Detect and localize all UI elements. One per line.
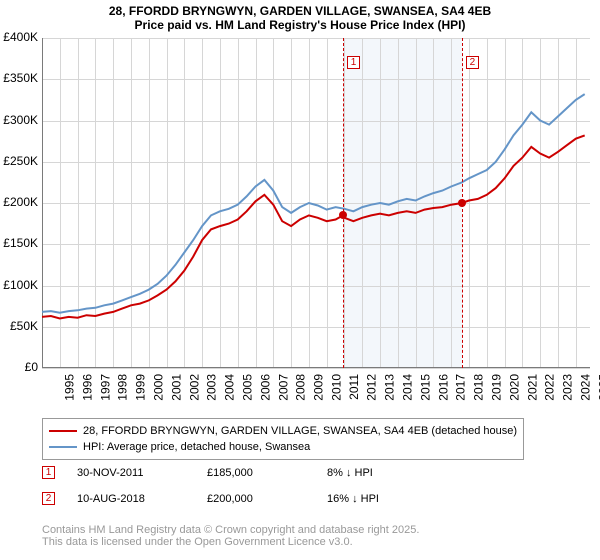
x-axis-label: 2008 xyxy=(294,374,308,401)
x-axis-label: 2020 xyxy=(508,374,522,401)
x-axis-label: 2023 xyxy=(561,374,575,401)
legend-item: 28, FFORDD BRYNGWYN, GARDEN VILLAGE, SWA… xyxy=(49,423,517,439)
sale-price: £200,000 xyxy=(207,493,327,505)
sale-row-marker-1: 1 xyxy=(42,466,55,479)
attribution-text: Contains HM Land Registry data © Crown c… xyxy=(42,524,419,548)
sale-diff: 8% ↓ HPI xyxy=(327,467,373,479)
y-axis-label: £400K xyxy=(0,30,38,44)
x-axis-label: 2016 xyxy=(436,374,450,401)
x-axis-label: 2019 xyxy=(490,374,504,401)
sale-marker-box-1: 1 xyxy=(347,56,360,69)
x-axis-label: 2010 xyxy=(330,374,344,401)
y-axis-label: £100K xyxy=(0,278,38,292)
y-axis-label: £250K xyxy=(0,154,38,168)
sale-marker-box-2: 2 xyxy=(466,56,479,69)
legend-item: HPI: Average price, detached house, Swan… xyxy=(49,439,517,455)
chart-svg xyxy=(42,38,590,368)
x-axis-label: 2003 xyxy=(205,374,219,401)
gridline-h xyxy=(42,368,590,369)
series-property_price xyxy=(42,135,585,318)
sale-date: 10-AUG-2018 xyxy=(77,493,207,505)
legend-swatch xyxy=(49,446,77,448)
attribution-line1: Contains HM Land Registry data © Crown c… xyxy=(42,524,419,536)
sale-row-1: 1 30-NOV-2011£185,0008% ↓ HPI xyxy=(42,466,373,479)
x-axis-label: 2002 xyxy=(187,374,201,401)
x-axis-label: 2024 xyxy=(579,374,593,401)
x-axis-label: 2012 xyxy=(365,374,379,401)
x-axis-label: 2001 xyxy=(169,374,183,401)
sale-diff: 16% ↓ HPI xyxy=(327,493,379,505)
y-axis-label: £300K xyxy=(0,113,38,127)
x-axis-label: 2018 xyxy=(472,374,486,401)
x-axis-label: 2021 xyxy=(525,374,539,401)
x-axis-label: 1995 xyxy=(63,374,77,401)
x-axis-label: 2022 xyxy=(543,374,557,401)
y-axis-label: £150K xyxy=(0,236,38,250)
legend-label: 28, FFORDD BRYNGWYN, GARDEN VILLAGE, SWA… xyxy=(83,425,517,437)
legend-swatch xyxy=(49,430,77,432)
chart-plot-area: £0£50K£100K£150K£200K£250K£300K£350K£400… xyxy=(42,38,590,368)
series-hpi xyxy=(42,94,585,313)
x-axis-label: 2005 xyxy=(241,374,255,401)
sale-vline-1 xyxy=(343,38,344,368)
legend-box: 28, FFORDD BRYNGWYN, GARDEN VILLAGE, SWA… xyxy=(42,418,524,460)
x-axis-label: 2007 xyxy=(276,374,290,401)
x-axis-label: 2014 xyxy=(401,374,415,401)
y-axis-label: £350K xyxy=(0,71,38,85)
x-axis-label: 1996 xyxy=(80,374,94,401)
x-axis-label: 1997 xyxy=(98,374,112,401)
sale-price: £185,000 xyxy=(207,467,327,479)
legend-label: HPI: Average price, detached house, Swan… xyxy=(83,441,310,453)
sale-dot-2 xyxy=(458,199,466,207)
y-axis-label: £0 xyxy=(0,360,38,374)
x-axis-label: 2013 xyxy=(383,374,397,401)
y-axis-label: £200K xyxy=(0,195,38,209)
sale-row-2: 2 10-AUG-2018£200,00016% ↓ HPI xyxy=(42,492,379,505)
x-axis-label: 2004 xyxy=(223,374,237,401)
chart-title: 28, FFORDD BRYNGWYN, GARDEN VILLAGE, SWA… xyxy=(0,0,600,18)
x-axis-label: 2025 xyxy=(596,374,600,401)
attribution-line2: This data is licensed under the Open Gov… xyxy=(42,536,419,548)
x-axis-label: 2009 xyxy=(312,374,326,401)
x-axis-label: 2000 xyxy=(152,374,166,401)
x-axis-label: 1998 xyxy=(116,374,130,401)
x-axis-label: 1999 xyxy=(134,374,148,401)
y-axis-label: £50K xyxy=(0,319,38,333)
x-axis-label: 2015 xyxy=(419,374,433,401)
x-axis-label: 2017 xyxy=(454,374,468,401)
sale-row-marker-2: 2 xyxy=(42,492,55,505)
chart-subtitle: Price paid vs. HM Land Registry's House … xyxy=(0,18,600,36)
sale-date: 30-NOV-2011 xyxy=(77,467,207,479)
x-axis-label: 2011 xyxy=(346,374,360,400)
x-axis-label: 2006 xyxy=(258,374,272,401)
